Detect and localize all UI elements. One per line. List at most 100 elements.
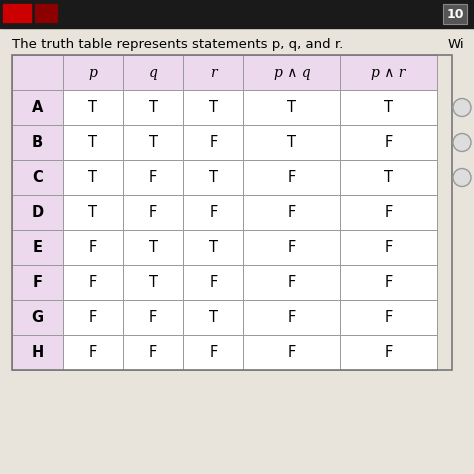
Text: F: F: [384, 135, 393, 150]
Bar: [12, 160, 63, 195]
Text: T: T: [88, 135, 97, 150]
Bar: [12, 90, 63, 125]
Bar: [244, 335, 340, 370]
Text: T: T: [148, 135, 157, 150]
Bar: [123, 55, 183, 90]
Text: p ∧ r: p ∧ r: [372, 65, 406, 80]
Bar: [123, 300, 183, 335]
Bar: [12, 125, 63, 160]
Bar: [244, 55, 340, 90]
Text: p: p: [88, 65, 97, 80]
Bar: [340, 300, 437, 335]
Text: T: T: [209, 310, 218, 325]
Bar: [63, 265, 123, 300]
Bar: [244, 300, 340, 335]
Text: F: F: [384, 240, 393, 255]
Bar: [244, 230, 340, 265]
Bar: [63, 195, 123, 230]
Text: F: F: [89, 310, 97, 325]
Bar: [63, 300, 123, 335]
Text: T: T: [209, 240, 218, 255]
Bar: [63, 90, 123, 125]
Text: T: T: [88, 100, 97, 115]
Text: T: T: [384, 170, 393, 185]
Text: B: B: [32, 135, 43, 150]
Bar: [123, 230, 183, 265]
Text: F: F: [149, 170, 157, 185]
Bar: [244, 265, 340, 300]
Text: r: r: [210, 65, 217, 80]
Text: F: F: [32, 275, 42, 290]
Circle shape: [453, 99, 471, 117]
Bar: [123, 335, 183, 370]
Bar: [340, 265, 437, 300]
Bar: [12, 265, 63, 300]
Bar: [340, 230, 437, 265]
Text: F: F: [288, 310, 296, 325]
Bar: [183, 55, 244, 90]
Bar: [63, 230, 123, 265]
Text: T: T: [384, 100, 393, 115]
Bar: [63, 160, 123, 195]
Text: q: q: [148, 65, 157, 80]
Bar: [340, 125, 437, 160]
Bar: [12, 55, 63, 90]
Text: F: F: [288, 345, 296, 360]
Text: F: F: [149, 345, 157, 360]
Bar: [123, 265, 183, 300]
Circle shape: [453, 168, 471, 186]
Text: The truth table represents statements p, q, and r.: The truth table represents statements p,…: [12, 37, 343, 51]
Bar: [183, 90, 244, 125]
Text: T: T: [209, 100, 218, 115]
Text: G: G: [31, 310, 43, 325]
Text: F: F: [384, 310, 393, 325]
Text: F: F: [89, 275, 97, 290]
Text: E: E: [32, 240, 42, 255]
Bar: [123, 125, 183, 160]
Bar: [244, 125, 340, 160]
Bar: [340, 90, 437, 125]
Text: T: T: [209, 170, 218, 185]
Bar: [340, 55, 437, 90]
Bar: [183, 265, 244, 300]
Text: T: T: [148, 100, 157, 115]
Bar: [183, 125, 244, 160]
Text: F: F: [288, 170, 296, 185]
Text: F: F: [288, 205, 296, 220]
Bar: [63, 335, 123, 370]
Bar: [123, 90, 183, 125]
Bar: [183, 160, 244, 195]
Text: T: T: [88, 170, 97, 185]
Text: p ∧ q: p ∧ q: [273, 65, 310, 80]
Text: F: F: [384, 345, 393, 360]
Bar: [244, 160, 340, 195]
Bar: [244, 195, 340, 230]
Bar: [63, 125, 123, 160]
Text: F: F: [288, 240, 296, 255]
Bar: [63, 55, 123, 90]
Text: F: F: [209, 135, 218, 150]
Text: F: F: [149, 205, 157, 220]
Text: T: T: [148, 275, 157, 290]
Text: H: H: [31, 345, 44, 360]
Bar: [183, 230, 244, 265]
Bar: [340, 160, 437, 195]
Bar: [123, 195, 183, 230]
Bar: [183, 300, 244, 335]
Text: T: T: [148, 240, 157, 255]
Bar: [244, 90, 340, 125]
Bar: [12, 230, 63, 265]
Bar: [3, 4, 31, 22]
Bar: [123, 160, 183, 195]
Text: F: F: [384, 275, 393, 290]
Text: 10: 10: [446, 8, 464, 20]
Text: T: T: [287, 135, 296, 150]
Bar: [12, 195, 63, 230]
Bar: [12, 55, 452, 370]
Bar: [183, 195, 244, 230]
Bar: [12, 300, 63, 335]
Text: C: C: [32, 170, 43, 185]
Bar: [12, 335, 63, 370]
Circle shape: [453, 134, 471, 152]
Bar: [35, 4, 57, 22]
